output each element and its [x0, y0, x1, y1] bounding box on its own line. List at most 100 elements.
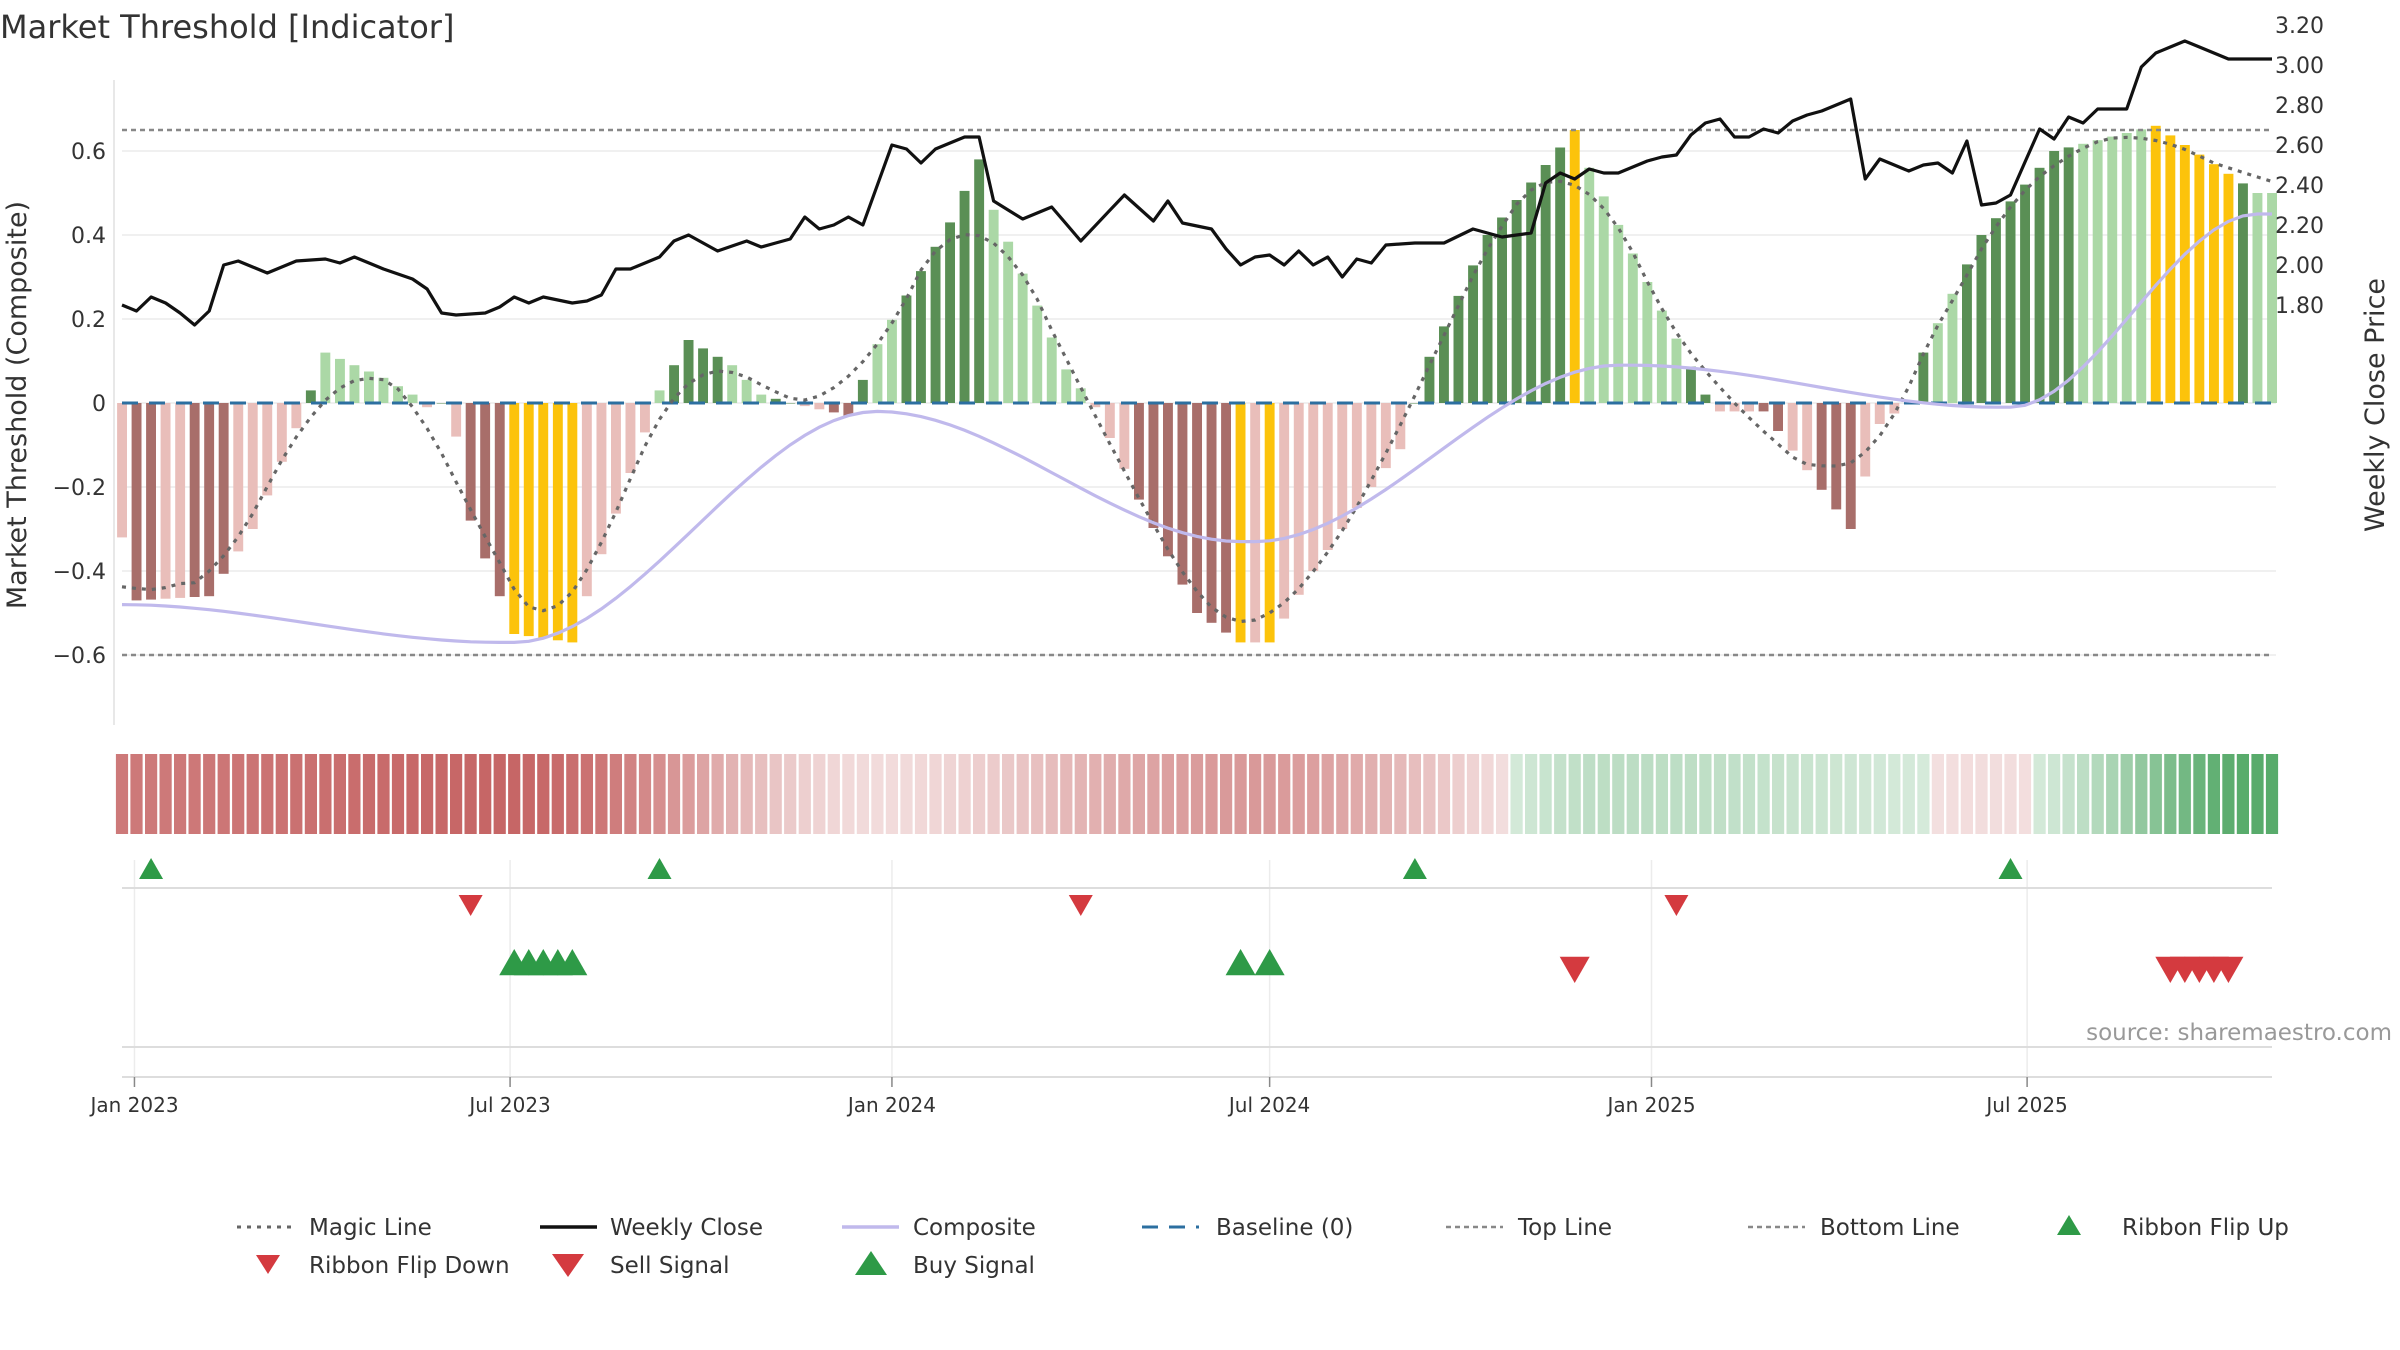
ribbon-cell: [391, 754, 405, 834]
ribbon-cell: [1510, 754, 1523, 834]
legend-label-buy-signal: Buy Signal: [913, 1253, 1035, 1279]
ribbon-cell: [188, 754, 201, 834]
ribbon-cell: [2135, 754, 2148, 834]
histogram-bar: [1860, 403, 1871, 477]
chart-title: Market Threshold [Indicator]: [0, 8, 454, 46]
ribbon-cell: [682, 754, 695, 834]
ribbon-cell: [1234, 754, 1247, 834]
x-tick-label: Jul 2023: [467, 1093, 550, 1117]
histogram-bar: [2005, 201, 2016, 403]
ribbon-cell: [537, 754, 550, 834]
ribbon-cell: [406, 754, 419, 834]
ribbon-cell: [1118, 754, 1131, 834]
ribbon-cell: [1655, 754, 1668, 834]
x-tick-label: Jan 2024: [846, 1093, 936, 1117]
ribbon-cell: [2048, 754, 2061, 834]
right-tick-label: 3.00: [2275, 54, 2324, 79]
ribbon-cell: [1539, 754, 1552, 834]
ribbon-cell: [726, 754, 739, 834]
histogram-bar: [683, 340, 694, 403]
histogram-bar: [741, 379, 752, 403]
histogram-bar: [131, 403, 142, 601]
ribbon-cell: [871, 754, 884, 834]
ribbon-cell: [1249, 754, 1262, 834]
histogram-bar: [930, 246, 941, 403]
histogram-bar: [1758, 403, 1769, 412]
ribbon-cell: [1350, 754, 1363, 834]
histogram-bar: [1511, 200, 1522, 403]
histogram-bar: [2223, 173, 2234, 403]
histogram-bar: [364, 371, 374, 403]
histogram-bar: [1337, 403, 1348, 529]
magic-line: [121, 135, 2273, 624]
ribbon-cell: [711, 754, 724, 834]
histogram-bar: [422, 403, 432, 408]
histogram-bar: [1250, 403, 1261, 643]
histogram-bar: [2092, 140, 2103, 403]
histogram-bar: [1569, 130, 1580, 403]
ribbon-cell: [203, 754, 216, 834]
ribbon-cell: [2178, 754, 2191, 834]
histogram-bar: [1322, 403, 1333, 550]
histogram-bar: [175, 403, 186, 598]
histogram-bar: [1831, 403, 1842, 510]
legend-label-weekly-close: Weekly Close: [610, 1215, 763, 1241]
ribbon-cell: [1161, 754, 1174, 834]
ribbon-flip-down-icon: [1664, 895, 1689, 916]
legend-label-sell-signal: Sell Signal: [610, 1253, 730, 1279]
ribbon-cell: [348, 754, 361, 834]
legend-label-bottom-line: Bottom Line: [1820, 1215, 1960, 1241]
histogram-bar: [1061, 369, 1072, 403]
ribbon-cell: [784, 754, 797, 834]
histogram-bar: [799, 403, 810, 407]
ribbon-cell: [1568, 754, 1581, 834]
histogram-bar: [669, 365, 679, 403]
ribbon-cell: [798, 754, 811, 834]
ribbon-flip-up-icon: [647, 858, 672, 879]
histogram-bar: [785, 403, 796, 404]
legend-swatch-sell-signal-icon: [552, 1254, 584, 1277]
histogram-bar: [1453, 295, 1464, 403]
right-tick-label: 2.40: [2275, 174, 2324, 199]
ribbon-cell: [1205, 754, 1218, 834]
legend-label-composite: Composite: [913, 1215, 1036, 1241]
histogram-bar: [2179, 145, 2190, 403]
histogram-bar: [945, 222, 955, 403]
ribbon-cell: [115, 754, 129, 834]
ribbon-cell: [1757, 754, 1770, 834]
buy-signal-icon: [1225, 949, 1256, 976]
ribbon-cell: [2091, 754, 2104, 834]
histogram-bar: [1439, 326, 1449, 403]
histogram-bar: [1540, 165, 1551, 403]
histogram-bar: [1424, 356, 1435, 403]
ribbon-cell: [1089, 754, 1102, 834]
ribbon-cell: [1278, 754, 1291, 834]
histogram-bar: [872, 344, 883, 403]
histogram-bar: [1206, 403, 1217, 623]
buy-signal-icon: [557, 949, 588, 976]
histogram-bar: [451, 403, 462, 437]
ribbon-cell: [856, 754, 869, 834]
ribbon-cell: [943, 754, 957, 834]
ribbon-cell: [145, 754, 158, 834]
ribbon-cell: [464, 754, 477, 834]
histogram-bar: [2078, 143, 2089, 404]
ribbon-cell: [2265, 754, 2279, 834]
histogram-bar: [959, 190, 970, 403]
axes-layer: 0.6 0.4 0.2 0 −0.2 −0.4 −0.6 3.20 3.00 2.80 2.60 2.…: [53, 14, 2324, 1117]
ribbon-cell: [1742, 754, 1756, 834]
ribbon-cell: [551, 754, 564, 834]
histogram-bar: [494, 403, 505, 597]
ribbon-cell: [2222, 754, 2235, 834]
ribbon-cell: [1801, 754, 1814, 834]
ribbon-cell: [159, 754, 172, 834]
ribbon-cell: [174, 754, 187, 834]
ribbon-cell: [1481, 754, 1494, 834]
histogram-bar: [305, 390, 316, 403]
histogram-bar: [1497, 217, 1507, 403]
histogram-bar: [160, 403, 171, 599]
histogram-bar: [770, 398, 781, 403]
histogram-bar: [712, 356, 723, 403]
ribbon-cell: [769, 754, 782, 834]
ribbon-cell: [842, 754, 855, 834]
